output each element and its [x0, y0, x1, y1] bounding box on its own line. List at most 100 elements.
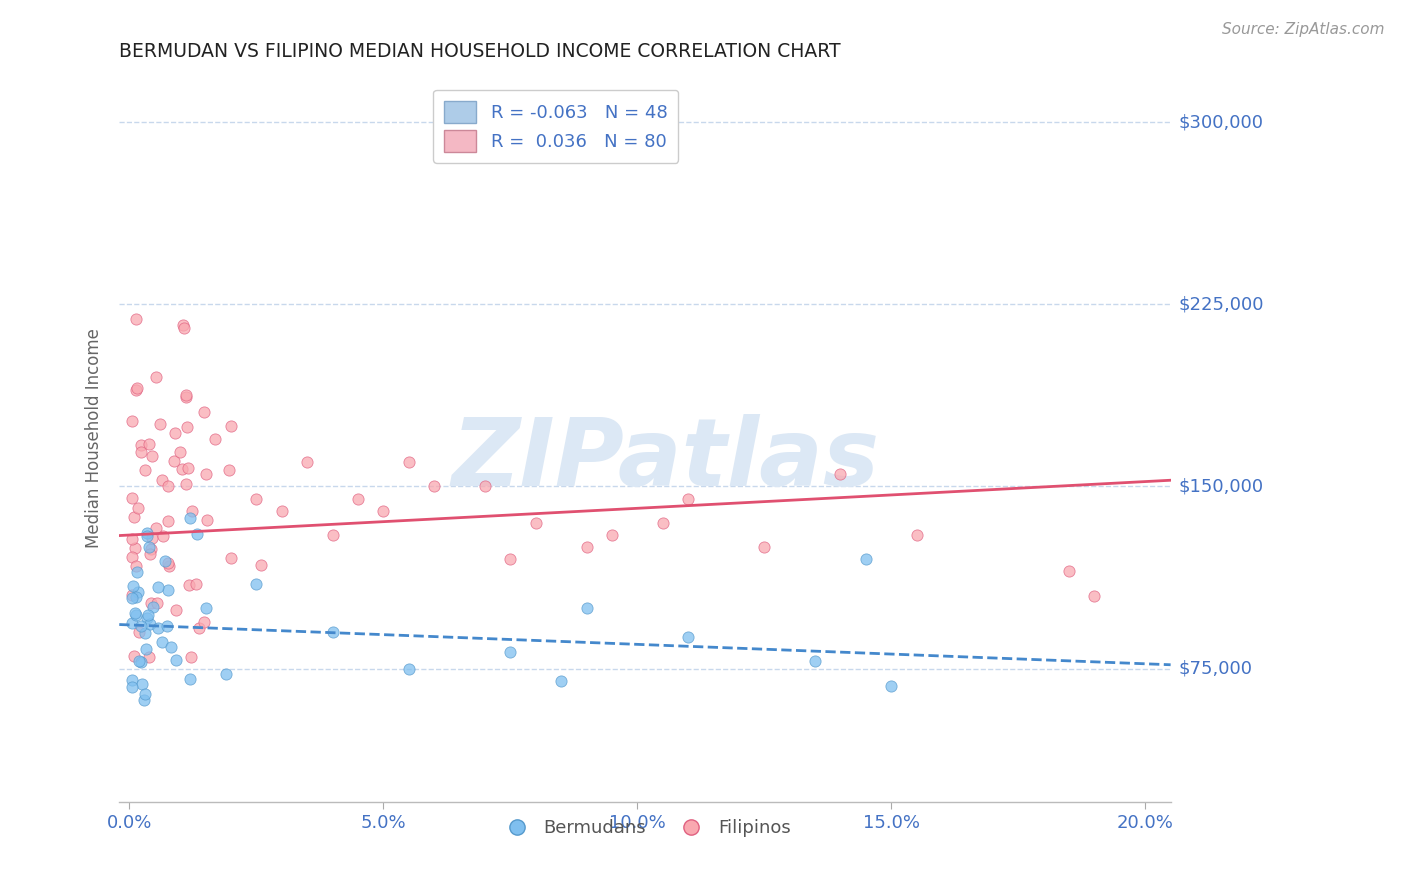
Point: [122, 580, 145, 594]
Point: [855, 552, 877, 566]
Text: BERMUDAN VS FILIPINO MEDIAN HOUSEHOLD INCOME CORRELATION CHART: BERMUDAN VS FILIPINO MEDIAN HOUSEHOLD IN…: [120, 42, 841, 61]
Point: [423, 479, 446, 493]
Point: [165, 603, 187, 617]
Point: [880, 679, 903, 693]
Point: [134, 687, 156, 701]
Point: [129, 438, 152, 452]
Point: [156, 514, 179, 528]
Point: [136, 607, 159, 622]
Point: [179, 511, 201, 525]
Point: [1083, 589, 1105, 603]
Point: [125, 383, 148, 397]
Point: [905, 528, 928, 542]
Point: [124, 649, 146, 664]
Point: [219, 418, 242, 433]
Point: [121, 615, 143, 630]
Point: [169, 445, 191, 459]
Point: [125, 558, 148, 573]
Point: [270, 504, 292, 518]
Y-axis label: Median Household Income: Median Household Income: [86, 328, 103, 548]
Point: [146, 621, 169, 635]
Point: [499, 552, 522, 566]
Point: [127, 585, 149, 599]
Point: [373, 504, 395, 518]
Point: [124, 606, 146, 620]
Point: [177, 578, 200, 592]
Point: [121, 588, 143, 602]
Point: [550, 673, 572, 688]
Point: [157, 558, 180, 573]
Point: [600, 528, 623, 542]
Text: $150,000: $150,000: [1180, 477, 1264, 495]
Point: [121, 591, 143, 605]
Point: [295, 455, 318, 469]
Text: ZIPatlas: ZIPatlas: [451, 414, 880, 506]
Point: [184, 576, 207, 591]
Point: [129, 655, 152, 669]
Point: [218, 463, 240, 477]
Point: [138, 649, 160, 664]
Point: [215, 667, 238, 681]
Point: [172, 462, 194, 476]
Point: [194, 467, 217, 482]
Point: [174, 388, 197, 402]
Point: [121, 414, 143, 428]
Point: [139, 596, 162, 610]
Point: [125, 607, 148, 622]
Point: [139, 547, 162, 561]
Point: [347, 491, 370, 506]
Point: [121, 532, 143, 546]
Point: [129, 619, 152, 633]
Point: [173, 321, 195, 335]
Point: [127, 381, 149, 395]
Point: [245, 576, 267, 591]
Point: [159, 640, 181, 654]
Point: [174, 390, 197, 404]
Point: [804, 654, 827, 668]
Point: [524, 516, 547, 530]
Point: [245, 491, 267, 506]
Point: [121, 491, 143, 505]
Point: [398, 455, 420, 469]
Point: [219, 550, 242, 565]
Text: $300,000: $300,000: [1180, 113, 1264, 131]
Point: [121, 549, 143, 564]
Point: [153, 554, 176, 568]
Point: [128, 654, 150, 668]
Point: [676, 491, 699, 506]
Point: [398, 662, 420, 676]
Point: [575, 601, 598, 615]
Point: [131, 677, 153, 691]
Point: [125, 312, 148, 326]
Point: [136, 526, 159, 541]
Point: [193, 405, 215, 419]
Point: [172, 318, 194, 332]
Point: [180, 649, 202, 664]
Point: [322, 528, 344, 542]
Point: [165, 653, 187, 667]
Point: [145, 370, 167, 384]
Point: [136, 611, 159, 625]
Point: [141, 542, 163, 557]
Point: [121, 680, 143, 694]
Point: [195, 513, 218, 527]
Point: [163, 426, 186, 441]
Point: [124, 509, 146, 524]
Point: [155, 619, 177, 633]
Point: [194, 600, 217, 615]
Point: [156, 582, 179, 597]
Point: [146, 597, 169, 611]
Point: [177, 461, 200, 475]
Text: $75,000: $75,000: [1180, 660, 1253, 678]
Point: [135, 642, 157, 657]
Point: [204, 432, 226, 446]
Point: [156, 479, 179, 493]
Point: [676, 630, 699, 644]
Point: [134, 626, 156, 640]
Point: [249, 558, 271, 572]
Point: [651, 516, 673, 530]
Point: [157, 556, 180, 570]
Point: [145, 521, 167, 535]
Point: [754, 540, 776, 554]
Text: $225,000: $225,000: [1180, 295, 1264, 313]
